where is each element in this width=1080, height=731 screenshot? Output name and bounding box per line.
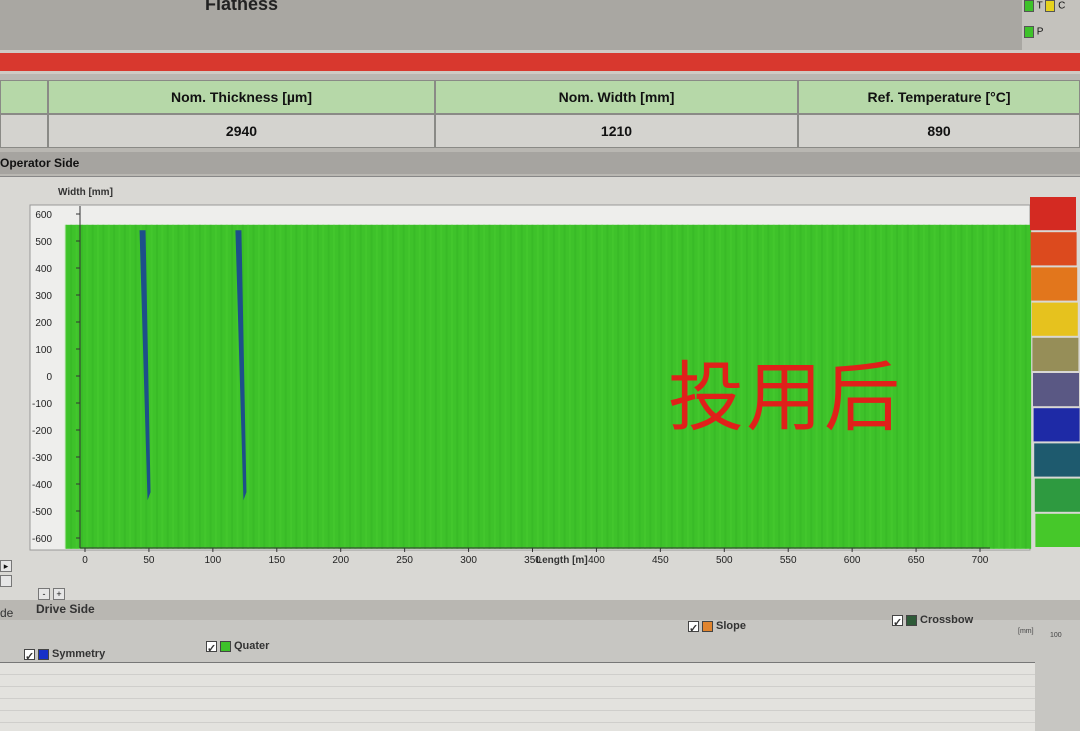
y-axis-label: Width [mm]: [58, 187, 113, 198]
x-tick-label: 250: [396, 555, 413, 566]
colorscale-swatch: [1030, 197, 1076, 231]
checkbox-icon[interactable]: ✓: [24, 648, 35, 663]
colorscale-swatch: [1033, 373, 1079, 407]
checkbox-icon[interactable]: ✓: [688, 620, 699, 635]
x-tick-label: 350: [524, 555, 541, 566]
x-tick-label: 450: [652, 555, 669, 566]
heatmap-streak-1: [235, 230, 247, 501]
value-temperature: 890: [798, 114, 1080, 148]
x-tick-label: 650: [908, 555, 925, 566]
slope-label: Slope: [716, 620, 746, 632]
legend-crossbow[interactable]: ✓ Crossbow: [892, 614, 974, 629]
blank-cell: [0, 114, 48, 148]
y-tick-label: -400: [32, 480, 52, 491]
x-tick-label: 0: [82, 555, 88, 566]
crossbow-label: Crossbow: [920, 614, 974, 626]
symmetry-label: Symmetry: [52, 648, 106, 660]
x-tick-label: 200: [332, 555, 349, 566]
trend-panel: ✓ Symmetry ✓ Quater ✓ Slope ✓ Crossbow [mm] …: [0, 614, 1080, 731]
x-tick-label: 300: [460, 555, 477, 566]
p-checkbox[interactable]: [1024, 26, 1034, 38]
status-bar: [0, 50, 1080, 74]
x-tick-label: 550: [780, 555, 797, 566]
colorscale-swatch: [1031, 302, 1078, 336]
flatness-heatmap-panel: Width [mm] Length [m] 600 500 400 300 200 100…: [0, 176, 1080, 600]
side-label-fragment: de: [0, 606, 14, 620]
x-tick-label: 50: [143, 555, 155, 566]
y-tick-label: 600: [35, 210, 52, 221]
t-checkbox[interactable]: [1024, 0, 1034, 12]
checkbox-icon[interactable]: ✓: [206, 640, 217, 655]
x-tick-label: 500: [716, 555, 733, 566]
drive-side-label: Drive Side: [36, 602, 95, 616]
header-thickness: Nom. Thickness [µm]: [48, 80, 435, 114]
header-temperature: Ref. Temperature [°C]: [798, 80, 1080, 114]
y-tick-label: 400: [35, 264, 52, 275]
x-tick-label: 600: [844, 555, 861, 566]
colorscale-swatch: [1032, 337, 1079, 371]
x-tick-label: 100: [205, 555, 222, 566]
blank-cell: [0, 80, 48, 114]
colorscale-swatch: [1035, 513, 1080, 547]
zoom-out-button[interactable]: -: [38, 588, 50, 600]
c-checkbox[interactable]: [1045, 0, 1056, 12]
x-axis-label: Length [m]: [536, 555, 588, 566]
y-tick-label: -200: [32, 426, 52, 437]
colorscale-swatch: [1033, 408, 1080, 442]
y-tick-label: 0: [46, 372, 52, 383]
heatmap-chart: Width [mm] Length [m] 600500400300200100…: [29, 187, 1080, 566]
y-tick-label: 100: [35, 345, 52, 356]
operator-side-label: Operator Side: [0, 152, 1080, 174]
colorscale-swatch: [1030, 232, 1077, 266]
slope-swatch: [702, 620, 713, 632]
colorscale-swatch: [1031, 267, 1078, 301]
heatmap-streak-0: [139, 230, 151, 501]
header-width: Nom. Width [mm]: [435, 80, 798, 114]
y-tick-label: -500: [32, 507, 52, 518]
legend-slope[interactable]: ✓ Slope: [688, 620, 746, 635]
checkbox-icon[interactable]: ✓: [892, 614, 903, 629]
colorscale-swatch: [1034, 478, 1080, 512]
scroll-up-button[interactable]: ▸: [0, 560, 12, 572]
crossbow-swatch: [906, 614, 917, 626]
p-label: P: [1036, 26, 1044, 38]
zoom-in-button[interactable]: +: [53, 588, 65, 600]
mini-legend: T C P: [1022, 0, 1080, 50]
top-panel: Flatness T C P: [0, 0, 1080, 50]
quater-swatch: [220, 640, 231, 652]
value-width: 1210: [435, 114, 798, 148]
scroll-down-button[interactable]: [0, 575, 12, 587]
c-label: C: [1058, 0, 1066, 12]
x-tick-label: 700: [972, 555, 989, 566]
colorscale-swatch: [1034, 443, 1080, 477]
x-tick-label: 400: [588, 555, 605, 566]
y-tick-label: -100: [32, 399, 52, 410]
quater-label: Quater: [234, 640, 270, 652]
x-tick-label: 150: [268, 555, 285, 566]
t-label: T: [1036, 0, 1043, 12]
parameter-table: Nom. Thickness [µm] Nom. Width [mm] Ref.…: [0, 80, 1080, 148]
trend-unit: [mm]: [1018, 628, 1034, 635]
trend-ytick: 100: [1050, 632, 1062, 639]
value-thickness: 2940: [48, 114, 435, 148]
flatness-title: Flatness: [205, 0, 279, 14]
y-tick-label: 300: [35, 291, 52, 302]
legend-quater[interactable]: ✓ Quater: [206, 640, 270, 655]
y-tick-label: -600: [32, 534, 52, 545]
y-tick-label: -300: [32, 453, 52, 464]
symmetry-swatch: [38, 648, 49, 660]
trend-plot: [0, 662, 1035, 731]
legend-symmetry[interactable]: ✓ Symmetry: [24, 648, 106, 663]
overlay-caption: 投用后: [668, 353, 902, 442]
y-tick-label: 200: [35, 318, 52, 329]
y-tick-label: 500: [35, 237, 52, 248]
